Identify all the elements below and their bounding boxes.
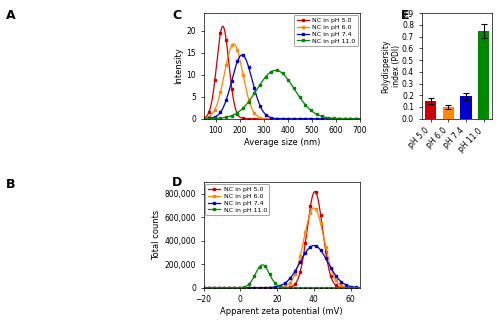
Line: NC in pH 7.4: NC in pH 7.4 — [202, 244, 361, 289]
NC in pH 11.0 — [200, 286, 206, 290]
X-axis label: Average size (nm): Average size (nm) — [244, 138, 320, 147]
NC in pH 6.0 — [304, 117, 310, 121]
NC in pH 5.0 — [210, 89, 216, 93]
NC in pH 6.0 — [323, 117, 329, 121]
NC in pH 7.4 — [210, 116, 216, 120]
NC in pH 5.0 — [312, 190, 318, 194]
Legend: NC in pH 5.0, NC in pH 6.0, NC in pH 7.4, NC in pH 11.0: NC in pH 5.0, NC in pH 6.0, NC in pH 7.4… — [206, 184, 270, 215]
NC in pH 7.4 — [239, 53, 245, 57]
NC in pH 11.0 — [294, 92, 300, 96]
NC in pH 5.0 — [362, 117, 368, 121]
NC in pH 11.0 — [200, 117, 206, 121]
NC in pH 6.0 — [311, 206, 317, 210]
NC in pH 6.0 — [210, 110, 216, 114]
NC in pH 7.4 — [200, 286, 206, 290]
NC in pH 5.0 — [210, 286, 216, 290]
NC in pH 11.0 — [210, 116, 216, 120]
NC in pH 5.0 — [304, 117, 310, 121]
NC in pH 5.0 — [220, 24, 226, 28]
NC in pH 6.0 — [294, 117, 300, 121]
NC in pH 11.0 — [300, 286, 306, 290]
NC in pH 5.0 — [298, 117, 304, 121]
NC in pH 6.0 — [336, 282, 342, 285]
NC in pH 5.0 — [300, 255, 306, 259]
NC in pH 7.4 — [298, 117, 304, 121]
Legend: NC in pH 5.0, NC in pH 6.0, NC in pH 7.4, NC in pH 11.0: NC in pH 5.0, NC in pH 6.0, NC in pH 7.4… — [294, 15, 358, 46]
Line: NC in pH 6.0: NC in pH 6.0 — [202, 207, 361, 289]
NC in pH 11.0 — [296, 286, 302, 290]
NC in pH 6.0 — [340, 117, 345, 121]
NC in pH 6.0 — [292, 273, 298, 277]
NC in pH 5.0 — [292, 283, 298, 287]
Text: C: C — [172, 9, 182, 22]
NC in pH 5.0 — [200, 116, 206, 120]
NC in pH 7.4 — [304, 117, 310, 121]
NC in pH 6.0 — [320, 229, 326, 233]
NC in pH 11.0 — [362, 117, 368, 121]
NC in pH 7.4 — [311, 244, 317, 248]
Bar — [425, 101, 436, 119]
NC in pH 11.0 — [210, 286, 216, 290]
NC in pH 5.0 — [336, 285, 342, 289]
NC in pH 11.0 — [292, 286, 298, 290]
NC in pH 7.4 — [323, 117, 329, 121]
Bar — [442, 107, 454, 119]
NC in pH 11.0 — [298, 98, 304, 102]
NC in pH 7.4 — [200, 117, 206, 121]
NC in pH 7.4 — [300, 255, 306, 259]
NC in pH 5.0 — [320, 226, 326, 230]
NC in pH 5.0 — [323, 117, 329, 121]
NC in pH 6.0 — [200, 286, 206, 290]
NC in pH 5.0 — [294, 117, 300, 121]
NC in pH 5.0 — [200, 286, 206, 290]
NC in pH 7.4 — [296, 263, 302, 267]
NC in pH 5.0 — [340, 117, 345, 121]
NC in pH 7.4 — [294, 117, 300, 121]
Y-axis label: Intensity: Intensity — [174, 47, 184, 84]
NC in pH 7.4 — [336, 277, 342, 281]
NC in pH 6.0 — [298, 117, 304, 121]
NC in pH 5.0 — [296, 276, 302, 280]
Text: E: E — [400, 9, 409, 22]
NC in pH 11.0 — [260, 263, 266, 267]
NC in pH 7.4 — [320, 251, 326, 255]
NC in pH 6.0 — [210, 286, 216, 290]
Line: NC in pH 5.0: NC in pH 5.0 — [202, 25, 366, 120]
NC in pH 6.0 — [357, 286, 363, 290]
NC in pH 6.0 — [230, 42, 236, 46]
Line: NC in pH 11.0: NC in pH 11.0 — [202, 69, 366, 120]
Line: NC in pH 6.0: NC in pH 6.0 — [202, 43, 366, 120]
X-axis label: Apparent zeta potential (mV): Apparent zeta potential (mV) — [220, 307, 343, 316]
Y-axis label: Total counts: Total counts — [152, 210, 162, 260]
NC in pH 7.4 — [292, 270, 298, 274]
NC in pH 7.4 — [362, 117, 368, 121]
NC in pH 6.0 — [200, 116, 206, 120]
NC in pH 6.0 — [300, 240, 306, 244]
NC in pH 5.0 — [357, 286, 363, 290]
NC in pH 7.4 — [210, 286, 216, 290]
NC in pH 11.0 — [304, 104, 310, 108]
Line: NC in pH 7.4: NC in pH 7.4 — [202, 54, 366, 120]
Bar — [478, 31, 490, 119]
Y-axis label: Polydispersity
index (PDI): Polydispersity index (PDI) — [381, 39, 400, 93]
NC in pH 7.4 — [357, 286, 363, 290]
NC in pH 11.0 — [323, 115, 329, 119]
Line: NC in pH 5.0: NC in pH 5.0 — [202, 190, 361, 289]
NC in pH 11.0 — [357, 286, 363, 290]
Line: NC in pH 11.0: NC in pH 11.0 — [202, 264, 361, 289]
NC in pH 11.0 — [320, 286, 326, 290]
Text: B: B — [6, 178, 16, 191]
NC in pH 6.0 — [296, 261, 302, 265]
NC in pH 11.0 — [336, 286, 342, 290]
NC in pH 7.4 — [340, 117, 345, 121]
NC in pH 11.0 — [340, 117, 345, 121]
NC in pH 11.0 — [273, 68, 279, 72]
Text: A: A — [6, 9, 16, 22]
Bar — [460, 96, 471, 119]
NC in pH 6.0 — [362, 117, 368, 121]
Text: D: D — [172, 176, 182, 189]
